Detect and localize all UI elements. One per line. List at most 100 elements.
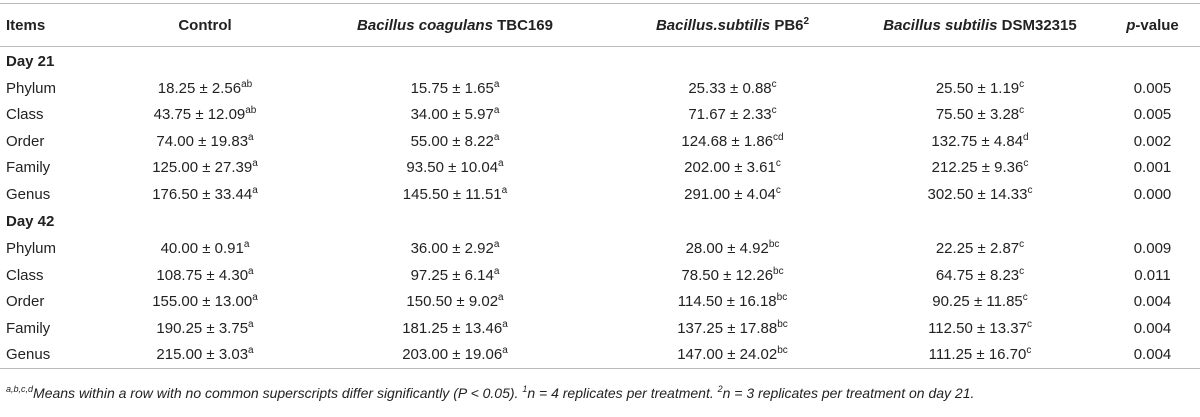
data-row: Class 43.75 ± 12.09ab 34.00 ± 5.97a 71.67 ±… <box>0 102 1200 129</box>
value: 291.00 ± 4.04 <box>684 185 776 203</box>
value: 215.00 ± 3.03 <box>156 346 249 364</box>
value: 124.68 ± 1.86 <box>681 132 774 150</box>
item-cell: Order <box>6 132 45 150</box>
section-row: Day 21 <box>0 47 1200 76</box>
data-row: Family 125.00 ± 27.39a 93.50 ± 10.04a 202.0… <box>0 155 1200 182</box>
superscript: bc <box>776 292 788 304</box>
value-cell: 75.50 ± 3.28c <box>855 102 1105 129</box>
superscript: a <box>252 184 258 196</box>
superscript: bc <box>777 345 788 357</box>
value: 90.25 ± 11.85 <box>932 293 1023 311</box>
header-cell: Bacillus coagulans TBC169 <box>300 3 610 47</box>
value-cell: 90.25 ± 11.85c <box>855 289 1105 316</box>
data-row: Genus 176.50 ± 33.44a 145.50 ± 11.51a 291.0… <box>0 181 1200 208</box>
value: 75.50 ± 3.28 <box>935 106 1020 124</box>
superscript: c <box>771 78 777 90</box>
superscript: c <box>1019 265 1025 277</box>
section-label: Day 21 <box>6 52 55 70</box>
item-cell: Phylum <box>6 240 57 258</box>
value-cell: 25.50 ± 1.19c <box>855 75 1105 102</box>
p-value-cell: 0.004 <box>1133 293 1172 311</box>
value: 112.50 ± 13.37 <box>928 319 1027 337</box>
value-cell: 36.00 ± 2.92a <box>300 236 610 263</box>
footnote: a,b,c,dMeans within a row with no common… <box>0 369 1200 402</box>
p-value-cell: 0.004 <box>1133 319 1172 337</box>
superscript: a <box>243 239 250 251</box>
header-cell: Bacillus subtilis DSM32315 <box>855 3 1105 47</box>
value: 181.25 ± 13.46 <box>402 319 503 337</box>
value: 145.50 ± 11.51 <box>402 185 502 203</box>
value: 22.25 ± 2.87 <box>935 240 1020 258</box>
footnote-superscript: a,b,c,d <box>6 384 34 394</box>
data-table: Items Control Bacillus coagulans TBC169 Bac… <box>0 3 1200 369</box>
value: 34.00 ± 5.97 <box>410 106 494 124</box>
item-cell: Genus <box>0 341 110 369</box>
value: 40.00 ± 0.91 <box>160 240 244 258</box>
value-cell: 291.00 ± 4.04c <box>610 181 855 208</box>
superscript: c <box>1023 158 1029 170</box>
data-row: Phylum 18.25 ± 2.56ab 15.75 ± 1.65a 25.33 ±… <box>0 75 1200 102</box>
value-cell: 114.50 ± 16.18bc <box>610 289 855 316</box>
value: 64.75 ± 8.23 <box>935 266 1020 284</box>
superscript: c <box>1022 292 1028 304</box>
value-cell: 302.50 ± 14.33c <box>855 181 1105 208</box>
data-row: Class 108.75 ± 4.30a 97.25 ± 6.14a 78.50 ± … <box>0 262 1200 289</box>
footnote-superscript: 1 <box>522 384 528 394</box>
value-cell: 132.75 ± 4.84d <box>855 128 1105 155</box>
superscript: a <box>501 184 508 196</box>
superscript: c <box>1019 105 1025 117</box>
value-cell: 25.33 ± 0.88c <box>610 75 855 102</box>
superscript: a <box>252 158 258 170</box>
value: 55.00 ± 8.22 <box>410 132 494 150</box>
value-cell: 147.00 ± 24.02bc <box>610 341 855 369</box>
superscript: ab <box>245 105 257 117</box>
value: 125.00 ± 27.39 <box>152 159 253 177</box>
value-cell: 71.67 ± 2.33c <box>610 102 855 129</box>
superscript: c <box>1027 184 1033 196</box>
superscript: a <box>493 78 500 90</box>
value: 203.00 ± 19.06 <box>402 346 503 364</box>
header-italic: p <box>1126 16 1136 34</box>
header-row: Items Control Bacillus coagulans TBC169 Bac… <box>0 3 1200 47</box>
item-cell: Genus <box>6 185 51 203</box>
superscript: c <box>771 105 777 117</box>
value-cell: 40.00 ± 0.91a <box>110 236 300 263</box>
value-cell: 22.25 ± 2.87c <box>855 236 1105 263</box>
value: 147.00 ± 24.02 <box>677 346 778 364</box>
value: 302.50 ± 14.33 <box>927 185 1028 203</box>
item-cell: Phylum <box>6 79 57 97</box>
p-value-cell: 0.009 <box>1133 240 1172 258</box>
superscript: a <box>248 318 254 330</box>
value: 132.75 ± 4.84 <box>931 132 1024 150</box>
value-cell: 112.50 ± 13.37c <box>855 315 1105 342</box>
header-italic: Bacillus coagulans <box>357 16 493 34</box>
value-cell: 97.25 ± 6.14a <box>300 262 610 289</box>
data-row: Order 74.00 ± 19.83a 55.00 ± 8.22a 124.68 ±… <box>0 128 1200 155</box>
item-cell: Class <box>6 106 44 124</box>
value: 28.00 ± 4.92 <box>685 240 769 258</box>
value-cell: 145.50 ± 11.51a <box>300 181 610 208</box>
item-cell: Class <box>6 266 44 284</box>
value-cell: 93.50 ± 10.04a <box>300 155 610 182</box>
value: 108.75 ± 4.30 <box>156 266 249 284</box>
value-cell: 137.25 ± 17.88bc <box>610 315 855 342</box>
superscript: a <box>502 318 508 330</box>
value: 212.25 ± 9.36 <box>931 159 1024 177</box>
superscript: ab <box>241 78 253 90</box>
data-row: Order 155.00 ± 13.00a 150.50 ± 9.02a 114.50… <box>0 289 1200 316</box>
p-value-cell: 0.001 <box>1133 159 1172 177</box>
header-text: Control <box>178 16 232 34</box>
superscript: a <box>493 131 500 143</box>
value-cell: 124.68 ± 1.86cd <box>610 128 855 155</box>
value: 78.50 ± 12.26 <box>681 266 774 284</box>
value: 202.00 ± 3.61 <box>684 159 776 177</box>
superscript: a <box>493 105 500 117</box>
data-row: Phylum 40.00 ± 0.91a 36.00 ± 2.92a 28.00 ± … <box>0 236 1200 263</box>
value-cell: 43.75 ± 12.09ab <box>110 102 300 129</box>
page: {"table": { "header": [ {"text": "Items"… <box>0 3 1200 417</box>
section-label: Day 42 <box>6 213 55 230</box>
value-cell: 203.00 ± 19.06a <box>300 341 610 369</box>
p-value-cell: 0.000 <box>1133 185 1172 203</box>
header-cell: Control <box>110 3 300 47</box>
superscript: a <box>248 265 254 277</box>
